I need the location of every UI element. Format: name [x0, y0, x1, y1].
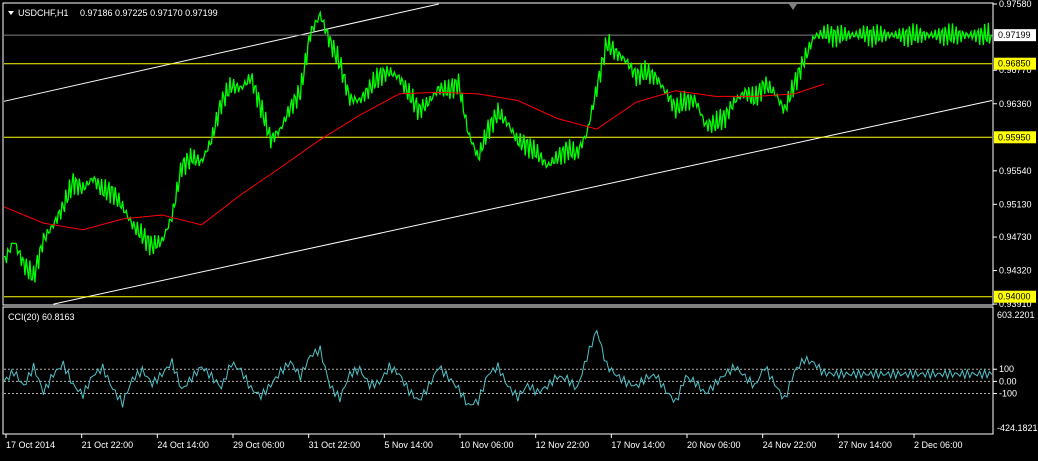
cci-plot-layer [3, 329, 993, 408]
indicator-pane-frame [2, 306, 994, 435]
price-tick-label: 0.94730 [999, 232, 1032, 242]
time-tick-label: 21 Oct 22:00 [82, 440, 134, 450]
level-price-tag-0-box [994, 57, 1036, 70]
price-axis: 0.97580 0.96770 0.96360 0.95540 0.95130 0.947… [993, 0, 1038, 433]
time-tick-label: 24 Oct 14:00 [157, 440, 209, 450]
cci-label: CCI(20) 60.8163 [8, 312, 75, 322]
time-axis: 17 Oct 2014 21 Oct 22:00 24 Oct 14:00 29 Oc… [5, 434, 963, 450]
current-price-tag: 0.97199 [998, 30, 1031, 40]
time-tick-label: 17 Oct 2014 [6, 440, 55, 450]
price-tick-label: 0.93910 [999, 299, 1032, 309]
time-tick-label: 5 Nov 14:00 [384, 440, 433, 450]
time-tick-label: 10 Nov 06:00 [460, 440, 514, 450]
cci-series-line [3, 329, 993, 408]
time-tick-label: 12 Nov 22:00 [536, 440, 590, 450]
dropdown-triangle-icon[interactable] [8, 11, 14, 15]
time-tick-label: 2 Dec 06:00 [914, 440, 963, 450]
moving-average-line [3, 83, 825, 231]
cci-level-label: 0.00 [999, 376, 1017, 386]
channel-line-1 [53, 99, 993, 305]
main-pane-frame [2, 2, 994, 306]
price-tick-label: 0.95130 [999, 199, 1032, 209]
level-price-tag-1-box [994, 131, 1036, 144]
time-tick-label: 31 Oct 22:00 [309, 440, 361, 450]
symbol-label: USDCHF,H1 [18, 8, 69, 18]
price-tick-label: 0.96770 [999, 65, 1032, 75]
time-tick-label: 29 Oct 06:00 [233, 440, 285, 450]
price-series-line [3, 10, 993, 283]
cci-min-label: -424.1821 [997, 423, 1038, 433]
level-price-tag-2: 0.94000 [998, 292, 1031, 302]
time-tick-label: 24 Nov 22:00 [763, 440, 817, 450]
level-price-tag-1: 0.95950 [998, 132, 1031, 142]
price-tick-label: 0.95540 [999, 166, 1032, 176]
channel-line-0 [3, 3, 439, 102]
price-tick-label: 0.94320 [999, 266, 1032, 276]
level-price-tag-0: 0.96850 [998, 59, 1031, 69]
main-plot-layer [3, 3, 993, 305]
ohlc-readout: 0.97186 0.97225 0.97170 0.97199 [80, 8, 218, 18]
price-tick-label: 0.96360 [999, 99, 1032, 109]
time-tick-label: 20 Nov 06:00 [687, 440, 741, 450]
cci-max-label: 603.2201 [997, 310, 1035, 320]
cci-level-label: 100 [999, 364, 1014, 374]
level-price-tag-2-box [994, 290, 1036, 303]
cci-level-label: -100 [999, 389, 1017, 399]
chart-shift-marker-icon[interactable] [789, 4, 797, 10]
price-tick-label: 0.97580 [999, 0, 1032, 9]
current-price-tag-box [994, 29, 1036, 42]
time-tick-label: 17 Nov 14:00 [611, 440, 665, 450]
time-tick-label: 27 Nov 14:00 [838, 440, 892, 450]
